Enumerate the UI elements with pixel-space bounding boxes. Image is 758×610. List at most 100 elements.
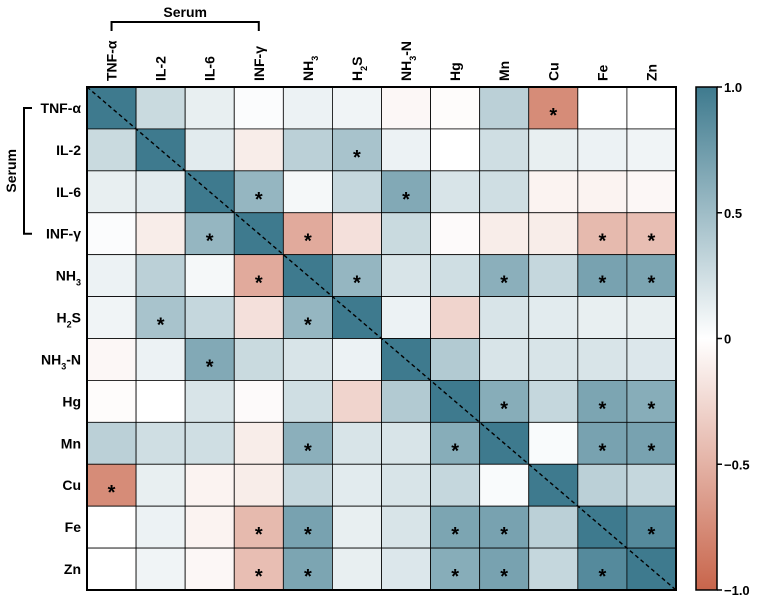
heatmap-cell-0-11 [626, 86, 677, 130]
heatmap-cell-6-2 [184, 338, 235, 381]
heatmap-cell-11-5 [332, 547, 382, 591]
significance-star-6-2: * [206, 356, 214, 378]
heatmap-cell-1-1 [135, 128, 186, 172]
heatmap-cell-7-9 [528, 380, 579, 423]
heatmap-cell-6-1 [135, 338, 186, 381]
row-label-7: Hg [62, 393, 81, 409]
heatmap-cell-9-2 [184, 463, 235, 507]
heatmap-cells [86, 86, 677, 591]
heatmap-cell-11-6 [381, 547, 431, 591]
heatmap-cell-5-2 [184, 296, 235, 339]
heatmap-cell-5-5 [332, 296, 382, 339]
colorbar-tick-label-0: 1.0 [724, 80, 742, 95]
serum-bracket-top [110, 21, 260, 31]
column-label-3: INF-γ [251, 46, 267, 81]
heatmap-cell-4-6 [381, 254, 431, 297]
heatmap-cell-9-11 [626, 463, 677, 507]
column-label-1: IL-2 [153, 56, 169, 81]
heatmap-cell-6-11 [626, 338, 677, 381]
colorbar-tick-label-2: 0 [724, 332, 731, 347]
significance-star-10-3: * [255, 524, 263, 546]
significance-star-7-11: * [648, 398, 656, 420]
heatmap-cell-3-11 [626, 212, 677, 256]
heatmap-cell-3-2 [184, 212, 235, 256]
heatmap-cell-2-1 [135, 170, 186, 214]
heatmap-cell-11-10 [577, 547, 628, 591]
heatmap-cell-2-11 [626, 170, 677, 214]
heatmap-cell-7-6 [381, 380, 431, 423]
diagonal-dashed-line [86, 86, 677, 591]
heatmap-cell-0-5 [332, 86, 382, 130]
heatmap-cell-4-2 [184, 254, 235, 297]
heatmap-cell-1-9 [528, 128, 579, 172]
colorbar-gradient [695, 86, 718, 591]
heatmap-cell-10-11 [626, 505, 677, 549]
heatmap-cell-9-6 [381, 463, 431, 507]
colorbar-tick-label-1: 0.5 [724, 206, 742, 221]
heatmap-cell-2-8 [479, 170, 530, 214]
heatmap-cell-5-10 [577, 296, 628, 339]
heatmap-cell-1-10 [577, 128, 628, 172]
column-label-10: Fe [594, 64, 610, 81]
heatmap-cell-9-8 [479, 463, 530, 507]
column-label-6: NH3-N [398, 41, 418, 81]
heatmap-cell-0-4 [282, 86, 333, 130]
significance-star-1-5: * [353, 147, 361, 169]
row-label-6: NH3-N [41, 351, 81, 371]
row-label-5: H2S [57, 310, 81, 330]
significance-markers: * * * * * * * * * * * * * * * * * * * * * * * * * * * * * * * * * * [108, 105, 656, 588]
heatmap-cell-10-9 [528, 505, 579, 549]
row-label-2: IL-6 [56, 184, 81, 200]
heatmap-cell-0-10 [577, 86, 628, 130]
heatmap-cell-3-6 [381, 212, 431, 256]
significance-star-11-8: * [500, 566, 508, 588]
column-labels: TNF-α IL-2 IL-6 INF-γ NH3 H2S NH3-N Hg Mn Cu Fe Zn [104, 40, 660, 81]
heatmap-cell-0-6 [381, 86, 431, 130]
significance-star-7-10: * [598, 398, 606, 420]
heatmap-cell-6-0 [86, 338, 137, 381]
heatmap-cell-1-11 [626, 128, 677, 172]
heatmap-cell-3-9 [528, 212, 579, 256]
heatmap-cell-5-7 [430, 296, 481, 339]
row-label-0: TNF-α [41, 100, 82, 116]
heatmap-cell-11-0 [86, 547, 137, 591]
row-label-4: NH3 [56, 268, 81, 288]
heatmap-cell-8-10 [577, 421, 628, 465]
column-label-5: H2S [349, 57, 369, 81]
significance-star-8-11: * [648, 440, 656, 462]
column-label-9: Cu [545, 62, 561, 81]
heatmap-cell-8-7 [430, 421, 481, 465]
significance-star-8-10: * [598, 440, 606, 462]
column-label-11: Zn [643, 64, 659, 81]
heatmap-cell-4-5 [332, 254, 382, 297]
heatmap-cell-1-7 [430, 128, 481, 172]
colorbar-ticks: 1.0 0.5 0 −0.5 −1.0 [717, 80, 750, 598]
serum-label-left: Serum [3, 149, 19, 193]
heatmap-cell-11-1 [135, 547, 186, 591]
significance-star-2-6: * [402, 189, 410, 211]
heatmap-cell-2-10 [577, 170, 628, 214]
significance-star-10-7: * [451, 524, 459, 546]
significance-star-4-8: * [500, 273, 508, 295]
row-label-8: Mn [61, 435, 81, 451]
heatmap-cell-1-3 [233, 128, 284, 172]
heatmap-cell-7-10 [577, 380, 628, 423]
heatmap-cell-3-8 [479, 212, 530, 256]
heatmap-cell-9-1 [135, 463, 186, 507]
colorbar-tick-label-3: −0.5 [724, 457, 750, 472]
row-labels: TNF-α IL-2 IL-6 INF-γ NH3 H2S NH3-N Hg Mn Cu Fe Zn [41, 100, 82, 577]
row-label-3: INF-γ [46, 226, 81, 242]
heatmap-cell-11-2 [184, 547, 235, 591]
heatmap-cell-10-10 [577, 505, 628, 549]
heatmap-cell-8-6 [381, 421, 431, 465]
heatmap-cell-7-11 [626, 380, 677, 423]
heatmap-cell-2-9 [528, 170, 579, 214]
heatmap-cell-1-8 [479, 128, 530, 172]
serum-group-top: Serum [110, 4, 260, 31]
heatmap-cell-10-6 [381, 505, 431, 549]
significance-star-3-2: * [206, 231, 214, 253]
heatmap-cell-10-2 [184, 505, 235, 549]
heatmap-cell-10-5 [332, 505, 382, 549]
heatmap-cell-5-8 [479, 296, 530, 339]
